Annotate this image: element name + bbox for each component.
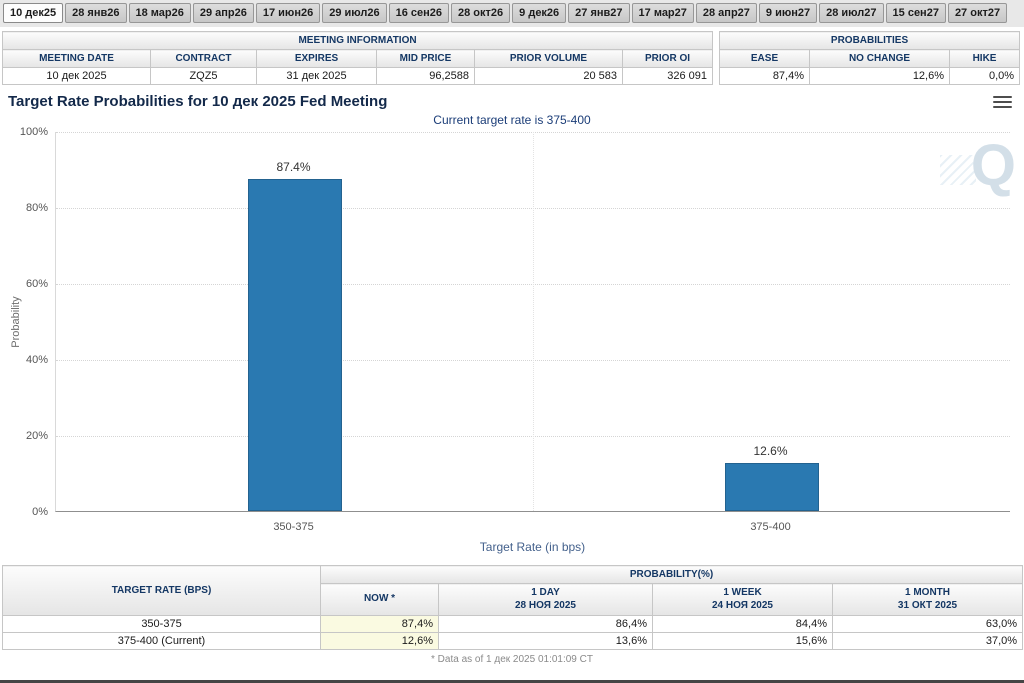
date-tab[interactable]: 29 апр26	[192, 3, 254, 23]
column-header: PRIOR OI	[621, 49, 714, 68]
date-tab[interactable]: 17 июн26	[255, 3, 321, 23]
x-axis-category-label: 375-400	[750, 521, 791, 533]
chart-export-menu-icon[interactable]	[993, 96, 1012, 111]
meeting-info-cell: 326 091	[621, 67, 714, 85]
column-header: MID PRICE	[376, 49, 475, 68]
x-axis-title: Target Rate (in bps)	[479, 540, 586, 554]
period-header: NOW *	[320, 583, 439, 616]
history-section: TARGET RATE (BPS) PROBABILITY(%) NOW * 1 …	[2, 565, 1024, 668]
history-probability-cell: 15,6%	[652, 632, 833, 650]
date-tab[interactable]: 15 сен27	[885, 3, 946, 23]
bar-value-label: 12.6%	[753, 444, 788, 459]
date-tab[interactable]: 16 сен26	[388, 3, 450, 23]
period-header: 1 WEEK 24 НОЯ 2025	[652, 583, 833, 616]
date-tab[interactable]: 9 июн27	[758, 3, 818, 23]
meeting-info-cell: 31 дек 2025	[256, 67, 377, 85]
history-row: 375-400 (Current) 12,6% 13,6% 15,6% 37,0%	[2, 632, 1024, 650]
probability-cell: 0,0%	[949, 67, 1021, 85]
meeting-information-table: MEETING INFORMATION MEETING DATE CONTRACT…	[1, 31, 714, 85]
column-header: EASE	[719, 49, 811, 68]
probability-bar[interactable]	[724, 463, 819, 511]
date-tab[interactable]: 18 мар26	[128, 3, 191, 23]
probability-bar[interactable]	[247, 178, 342, 511]
history-probability-cell: 63,0%	[831, 615, 1024, 633]
history-row: 350-375 87,4% 86,4% 84,4% 63,0%	[2, 615, 1024, 633]
date-tab[interactable]: 29 июл26	[322, 3, 387, 23]
meeting-information-header: MEETING INFORMATION	[1, 31, 714, 50]
probability-cell: 12,6%	[809, 67, 951, 85]
quikstrike-watermark-stripes	[940, 155, 976, 185]
history-probability-cell: 86,4%	[438, 615, 653, 633]
meeting-info-cell: 10 дек 2025	[2, 67, 151, 85]
y-axis-tick-label: 20%	[25, 430, 48, 442]
x-axis-category-label: 350-375	[273, 521, 314, 533]
chart-title: Target Rate Probabilities for 10 дек 202…	[8, 93, 388, 110]
y-axis-tick-label: 60%	[25, 278, 48, 290]
info-row: MEETING INFORMATION MEETING DATE CONTRACT…	[0, 27, 1024, 85]
bar-value-label: 87.4%	[276, 159, 311, 174]
chart-subtitle: Current target rate is 375-400	[433, 113, 591, 127]
date-tab[interactable]: 28 янв26	[65, 3, 127, 23]
y-axis-tick-label: 100%	[19, 126, 48, 138]
column-header: CONTRACT	[150, 49, 257, 68]
date-tab[interactable]: 10 дек25	[3, 3, 64, 23]
bottom-divider	[0, 680, 1024, 683]
column-header: EXPIRES	[256, 49, 377, 68]
y-axis-title: Probability	[10, 296, 22, 348]
history-probability-cell: 37,0%	[831, 632, 1024, 650]
gridline-vertical	[533, 132, 534, 511]
meeting-info-cell: 96,2588	[376, 67, 475, 85]
probability-chart: Target Rate Probabilities for 10 дек 202…	[0, 89, 1024, 559]
data-as-of-note: * Data as of 1 дек 2025 01:01:09 CT	[431, 654, 593, 665]
probability-cell: 87,4%	[719, 67, 811, 85]
target-rate-cell: 375-400 (Current)	[2, 632, 321, 650]
column-header: MEETING DATE	[2, 49, 151, 68]
meeting-info-cell: ZQZ5	[150, 67, 257, 85]
date-tab[interactable]: 27 янв27	[568, 3, 630, 23]
y-axis-tick-label: 80%	[25, 202, 48, 214]
meeting-info-column-headers: MEETING DATE CONTRACT EXPIRES MID PRICE PRIO…	[2, 49, 714, 68]
date-tab[interactable]: 28 июл27	[819, 3, 884, 23]
date-tab[interactable]: 17 мар27	[631, 3, 694, 23]
history-probability-cell: 87,4%	[320, 615, 439, 633]
period-header: 1 MONTH 31 ОКТ 2025	[831, 583, 1024, 616]
probabilities-table: PROBABILITIES EASE NO CHANGE HIKE 87,4% 12,…	[719, 31, 1021, 85]
probability-group-header: PROBABILITY(%)	[319, 565, 1024, 584]
y-axis-tick-label: 40%	[25, 354, 48, 366]
meeting-info-cell: 20 583	[474, 67, 623, 85]
date-tab[interactable]: 27 окт27	[947, 3, 1008, 23]
y-axis-tick-label: 0%	[32, 506, 48, 518]
probability-history-table: TARGET RATE (BPS) PROBABILITY(%) NOW * 1 …	[2, 565, 1024, 650]
quikstrike-q-watermark-icon: Q	[970, 133, 1016, 198]
target-rate-bps-header: TARGET RATE (BPS)	[2, 565, 321, 616]
probabilities-header: PROBABILITIES	[719, 31, 1021, 50]
column-header: NO CHANGE	[809, 49, 951, 68]
column-header: HIKE	[949, 49, 1021, 68]
date-tab[interactable]: 28 апр27	[695, 3, 757, 23]
history-probability-cell: 13,6%	[438, 632, 653, 650]
period-header: 1 DAY 28 НОЯ 2025	[438, 583, 653, 616]
date-tab[interactable]: 9 дек26	[512, 3, 567, 23]
probabilities-row: 87,4% 12,6% 0,0%	[719, 67, 1021, 85]
date-tab[interactable]: 28 окт26	[451, 3, 511, 23]
history-period-headers: NOW * 1 DAY 28 НОЯ 2025 1 WEEK 24 НОЯ 2025 1 …	[3, 583, 1024, 616]
plot-area	[55, 132, 1010, 512]
history-probability-cell: 84,4%	[652, 615, 833, 633]
probabilities-column-headers: EASE NO CHANGE HIKE	[719, 49, 1021, 68]
date-tabbar: 10 дек25 28 янв26 18 мар26 29 апр26 17 июн26…	[0, 0, 1024, 27]
meeting-info-row: 10 дек 2025 ZQZ5 31 дек 2025 96,2588 20 583 3…	[2, 67, 714, 85]
history-probability-cell: 12,6%	[320, 632, 439, 650]
target-rate-cell: 350-375	[2, 615, 321, 633]
column-header: PRIOR VOLUME	[474, 49, 623, 68]
